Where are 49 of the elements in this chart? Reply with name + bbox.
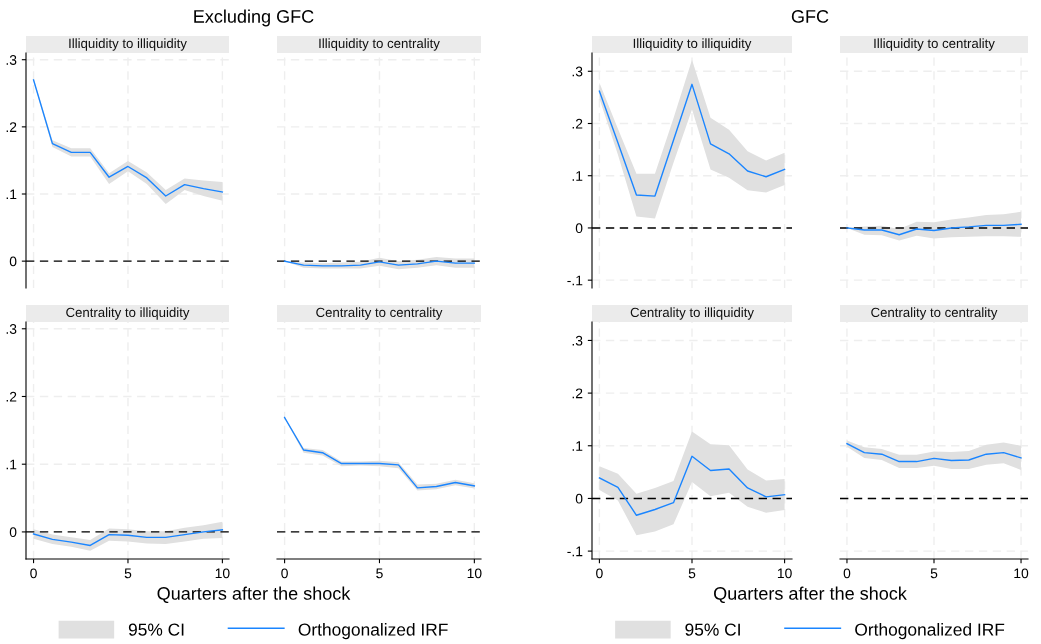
x-axis-title: Quarters after the shock [157,586,351,604]
y-tick-label: .2 [6,122,17,132]
x-axis-title: Quarters after the shock [714,586,907,604]
y-tick-label: .3 [6,55,17,65]
y-tick-label: 0 [575,223,583,234]
y-tick-label: 0 [575,493,583,504]
chart-subtitle: Centrality to centrality [871,307,998,320]
y-tick-label: .1 [6,459,17,470]
y-tick-label: .1 [6,189,17,200]
y-tick-label: .1 [572,441,583,451]
x-tick-label: 5 [688,568,696,579]
y-tick-label: 0 [9,527,17,538]
y-tick-label: .2 [572,388,583,399]
chart-subtitle: Illiquidity to illiquidity [69,38,187,51]
y-tick-label: -.1 [567,275,583,286]
y-tick-label: .3 [572,66,583,77]
legend-label: Orthogonalized IRF [855,623,1005,640]
text: 95% CI [128,623,184,636]
x-tick-label: 10 [467,568,482,579]
line-series [598,455,786,516]
y-tick-label: .2 [572,118,583,129]
y-tick-label: .3 [572,335,583,346]
chart-subtitle: Centrality to centrality [316,307,443,320]
chart-subtitle: Illiquidity to centrality [319,38,440,51]
chart-subtitle: Centrality to illiquidity [630,307,754,320]
chart-title: Excluding GFC [194,9,314,27]
y-tick-label: -.1 [567,546,583,557]
chart-title: GFC [791,10,829,23]
x-tick-label: 10 [1014,568,1029,579]
x-tick-label: 10 [777,568,792,579]
x-tick-label: 10 [215,568,230,579]
x-tick-label: 0 [596,568,603,579]
line-series [32,529,224,547]
line-series [598,83,786,197]
legend-label: Orthogonalized IRF [298,623,448,640]
chart-subtitle: Centrality to illiquidity [66,307,190,320]
x-tick-label: 5 [124,568,132,579]
y-tick-label: .3 [6,324,17,334]
text: 95% CI [685,623,740,636]
chart-subtitle: Illiquidity to centrality [874,38,995,51]
x-tick-label: 0 [30,568,37,579]
x-tick-label: 5 [930,568,938,579]
y-tick-label: 0 [9,256,17,267]
x-tick-label: 0 [843,568,851,579]
y-tick-label: .1 [572,171,583,181]
chart-subtitle: Illiquidity to illiquidity [633,38,752,51]
x-tick-label: 5 [376,568,383,579]
y-tick-label: .2 [6,391,17,402]
x-tick-label: 0 [281,568,288,579]
